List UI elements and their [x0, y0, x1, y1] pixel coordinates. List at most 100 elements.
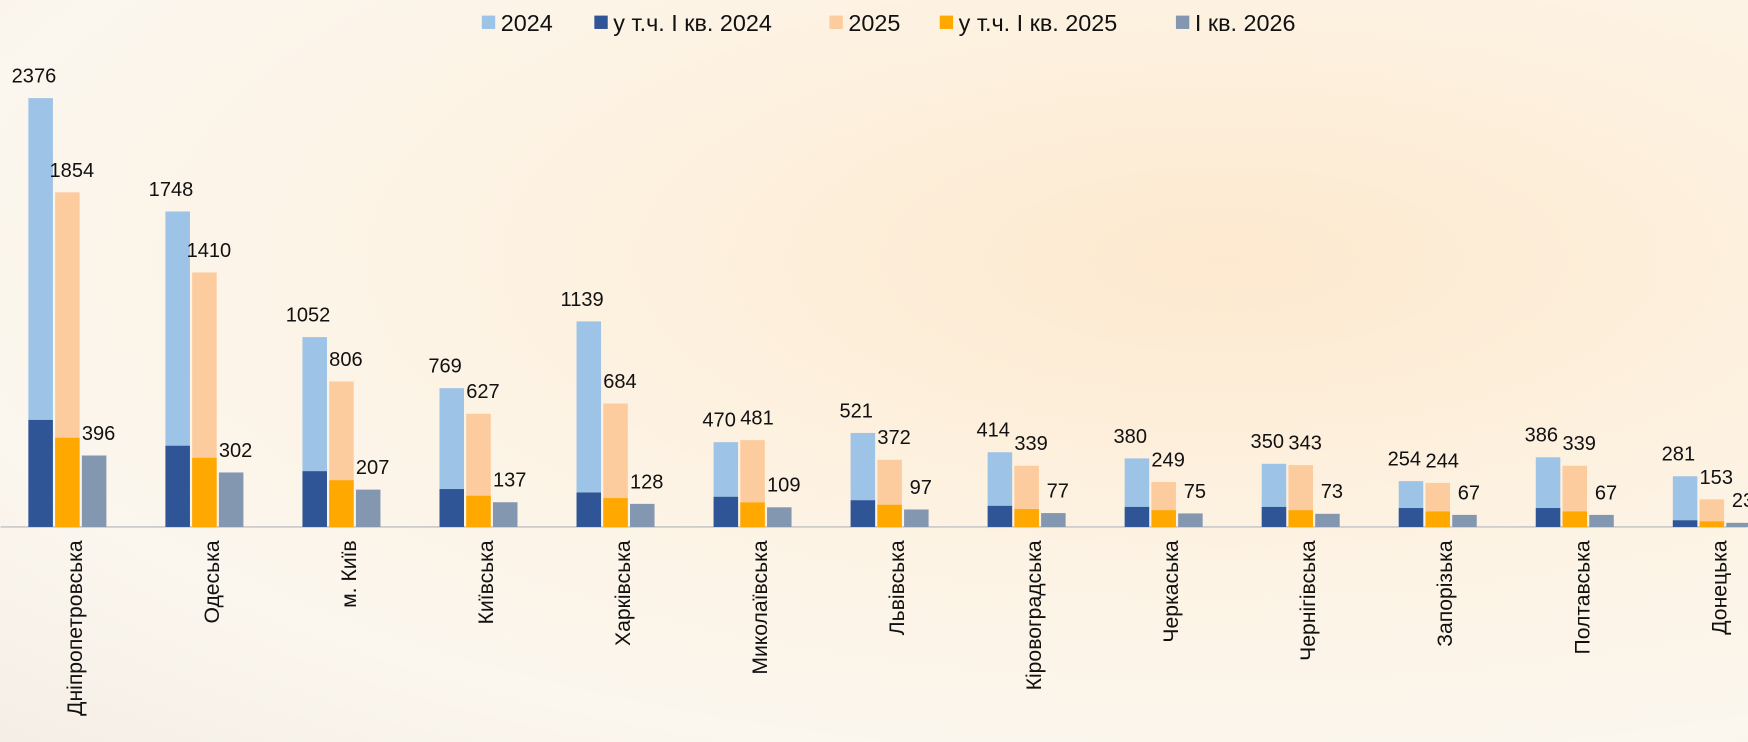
x-tick-label: Миколаївська [749, 540, 772, 675]
bar [1726, 522, 1748, 527]
data-label: 372 [877, 427, 910, 449]
x-tick-label: Полтавська [1571, 540, 1594, 654]
bar [355, 489, 381, 527]
x-tick-label: Одеська [201, 540, 224, 623]
data-label: 521 [839, 400, 872, 422]
bar [81, 455, 107, 527]
data-label: 153 [1700, 467, 1733, 489]
data-label: 207 [356, 457, 389, 479]
x-tick-label: Дніпропетровська [64, 540, 87, 716]
x-tick-label: Запорізька [1434, 540, 1457, 647]
legend-label: 2025 [848, 10, 900, 36]
data-label: 1410 [187, 240, 232, 262]
data-label: 77 [1047, 480, 1069, 502]
data-label: 339 [1014, 433, 1047, 455]
data-label: 2376 [12, 66, 57, 88]
bar [28, 419, 53, 527]
data-label: 339 [1563, 433, 1596, 455]
bar [1124, 506, 1150, 527]
bar [576, 492, 602, 527]
data-label: 769 [428, 356, 461, 378]
bar [603, 498, 628, 527]
bar [218, 472, 244, 527]
x-tick-label: Кіровоградська [1023, 540, 1046, 690]
data-label: 1854 [50, 160, 95, 182]
x-tick-label: Черкаська [1160, 540, 1183, 642]
legend-label: I кв. 2026 [1195, 10, 1296, 36]
legend-swatch [939, 15, 954, 29]
bar [1535, 508, 1561, 527]
data-label: 109 [767, 475, 800, 497]
bar [1589, 514, 1614, 527]
x-tick-label: м. Київ [338, 540, 361, 608]
bar [713, 496, 739, 527]
bar [1315, 513, 1340, 527]
x-tick-label: Чернігівська [1297, 540, 1320, 661]
legend-swatch [829, 15, 843, 29]
bar [1672, 520, 1698, 527]
data-label: 470 [702, 410, 735, 432]
legend-swatch [481, 15, 496, 29]
bar [439, 489, 465, 527]
data-label: 627 [466, 381, 499, 403]
bar [767, 507, 792, 527]
x-tick-label: Харківська [612, 540, 635, 646]
x-tick-label: Донецька [1708, 540, 1731, 635]
bar [1288, 510, 1313, 527]
bar [1178, 513, 1203, 527]
bar [1562, 511, 1588, 527]
data-label: 302 [219, 440, 252, 462]
bar [1425, 511, 1450, 527]
data-label: 386 [1525, 425, 1558, 447]
bar [329, 480, 354, 527]
data-label: 73 [1321, 481, 1343, 503]
bar [904, 509, 929, 527]
bar [850, 500, 876, 527]
data-label: 67 [1595, 482, 1617, 504]
data-label: 414 [976, 420, 1009, 442]
data-label: 137 [493, 470, 526, 492]
data-label: 23 [1732, 490, 1748, 512]
data-label: 684 [603, 371, 636, 393]
bar [302, 471, 327, 527]
x-tick-label: Київська [475, 540, 498, 624]
bar [165, 445, 190, 527]
bar [1151, 510, 1176, 527]
bar [1699, 521, 1725, 527]
data-label: 75 [1184, 481, 1206, 503]
bar [1672, 476, 1698, 527]
data-label: 380 [1114, 426, 1147, 448]
data-label: 806 [329, 349, 362, 371]
data-label: 1052 [286, 305, 331, 327]
bar [740, 502, 765, 527]
data-label: 244 [1425, 450, 1458, 472]
legend-swatch [594, 15, 608, 29]
data-label: 254 [1388, 449, 1421, 471]
data-label: 97 [910, 477, 932, 499]
data-label: 249 [1151, 449, 1184, 471]
bar [630, 503, 655, 527]
bar [1452, 514, 1477, 527]
x-tick-label: Львівська [886, 540, 909, 635]
bar [1041, 513, 1066, 527]
data-label: 1748 [149, 179, 194, 201]
data-label: 343 [1288, 432, 1321, 454]
bar [466, 495, 491, 527]
legend-label: у т.ч. I кв. 2025 [959, 10, 1118, 36]
bar [1398, 508, 1424, 527]
data-label: 481 [740, 408, 773, 430]
data-label: 1139 [561, 289, 604, 311]
data-label: 350 [1251, 431, 1284, 453]
data-label: 281 [1662, 444, 1695, 466]
legend-swatch [1175, 15, 1190, 29]
bar [55, 437, 80, 527]
bar [192, 457, 217, 527]
bar [492, 502, 518, 527]
legend-label: у т.ч. I кв. 2024 [613, 10, 772, 36]
data-label: 67 [1458, 482, 1480, 504]
bar [1014, 509, 1039, 527]
data-label: 396 [82, 423, 115, 445]
bar [877, 504, 902, 527]
legend-label: 2024 [501, 10, 553, 36]
